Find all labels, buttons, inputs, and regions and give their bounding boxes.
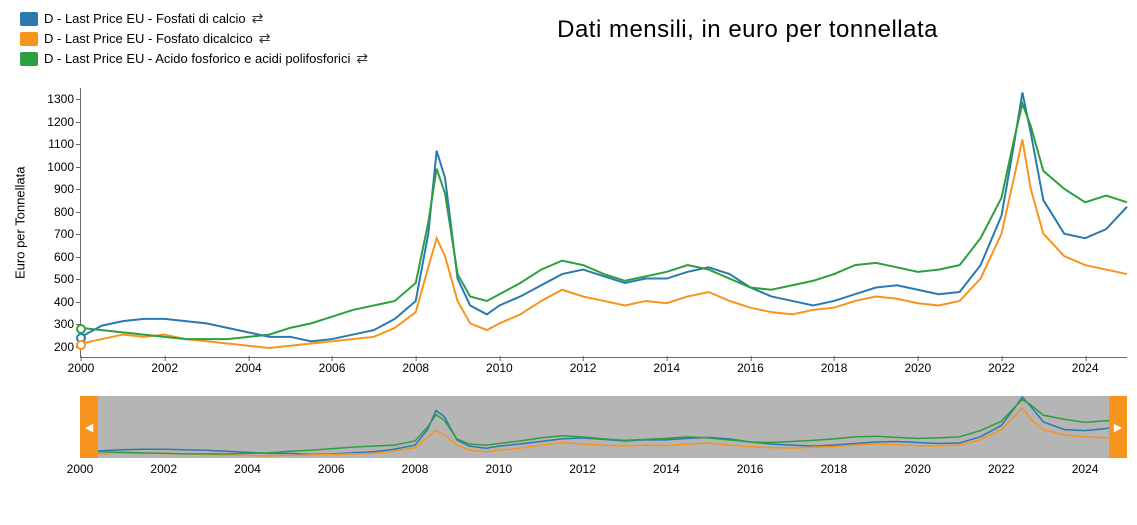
- x-tick: 2016: [737, 361, 764, 375]
- x-tick: 2024: [1072, 361, 1099, 375]
- x-tick: 2022: [988, 361, 1015, 375]
- y-tick: 300: [54, 317, 74, 331]
- series-start-marker: [76, 340, 86, 350]
- legend-item-1[interactable]: D - Last Price EU - Fosfato dicalcico ⇄: [20, 30, 368, 47]
- swap-icon[interactable]: ⇄: [252, 10, 264, 27]
- y-tick: 1100: [48, 137, 74, 151]
- series-line: [81, 104, 1127, 339]
- x-axis: 2000200220042006200820102012201420162018…: [81, 359, 1127, 379]
- x-tick: 2012: [570, 361, 597, 375]
- y-tick: 1000: [47, 160, 74, 174]
- legend-swatch-icon: [20, 32, 38, 46]
- legend-item-0[interactable]: D - Last Price EU - Fosfati di calcio ⇄: [20, 10, 368, 27]
- y-tick: 400: [54, 295, 74, 309]
- plot-area[interactable]: 2000200220042006200820102012201420162018…: [80, 88, 1127, 358]
- legend-swatch-icon: [20, 12, 38, 26]
- chart-title: Dati mensili, in euro per tonnellata: [368, 10, 1127, 44]
- y-tick: 800: [54, 205, 74, 219]
- main-chart: Euro per Tonnellata 200 300 400 500 600 700 80…: [10, 88, 1127, 358]
- range-handle-right[interactable]: ▶: [1109, 396, 1127, 458]
- x-tick: 2018: [821, 361, 848, 375]
- y-axis: 200 300 400 500 600 700 800 900 1000 1100 1200 1300: [30, 88, 80, 358]
- legend-item-2[interactable]: D - Last Price EU - Acido fosforico e ac…: [20, 50, 368, 67]
- series-line: [81, 140, 1127, 348]
- y-tick: 600: [54, 250, 74, 264]
- legend-label: D - Last Price EU - Fosfati di calcio: [44, 11, 246, 26]
- triangle-right-icon: ▶: [1114, 421, 1122, 434]
- x-tick: 2000: [68, 361, 95, 375]
- y-tick: 1200: [47, 115, 74, 129]
- mini-x-tick: 2006: [318, 462, 345, 476]
- y-tick: 500: [54, 272, 74, 286]
- mini-x-tick: 2012: [569, 462, 596, 476]
- series-start-marker: [76, 324, 86, 334]
- swap-icon[interactable]: ⇄: [259, 30, 271, 47]
- x-tick: 2014: [653, 361, 680, 375]
- y-tick: 900: [54, 182, 74, 196]
- legend-swatch-icon: [20, 52, 38, 66]
- legend: D - Last Price EU - Fosfati di calcio⇄D …: [10, 10, 368, 70]
- x-tick: 2008: [402, 361, 429, 375]
- series-line: [81, 92, 1127, 341]
- mini-x-tick: 2016: [737, 462, 764, 476]
- triangle-left-icon: ◀: [85, 421, 93, 434]
- series-lines: [81, 88, 1127, 357]
- legend-label: D - Last Price EU - Fosfato dicalcico: [44, 31, 253, 46]
- mini-x-tick: 2018: [820, 462, 847, 476]
- mini-x-tick: 2002: [150, 462, 177, 476]
- header: D - Last Price EU - Fosfati di calcio⇄D …: [10, 10, 1127, 70]
- legend-label: D - Last Price EU - Acido fosforico e ac…: [44, 51, 350, 66]
- mini-x-tick: 2000: [67, 462, 94, 476]
- mini-x-tick: 2004: [234, 462, 261, 476]
- x-tick: 2002: [151, 361, 178, 375]
- x-tick: 2010: [486, 361, 513, 375]
- range-handle-left[interactable]: ◀: [80, 396, 98, 458]
- mini-x-tick: 2014: [653, 462, 680, 476]
- mini-x-tick: 2008: [402, 462, 429, 476]
- y-tick: 200: [54, 340, 74, 354]
- range-selector[interactable]: ◀ ▶ 200020022004200620082010201220142016…: [80, 396, 1127, 458]
- y-tick: 700: [54, 227, 74, 241]
- mini-lines: [80, 396, 1127, 458]
- mini-x-tick: 2024: [1072, 462, 1099, 476]
- x-tick: 2006: [319, 361, 346, 375]
- mini-x-axis: 2000200220042006200820102012201420162018…: [80, 460, 1127, 478]
- mini-x-tick: 2022: [988, 462, 1015, 476]
- y-tick: 1300: [47, 92, 74, 106]
- mini-x-tick: 2010: [485, 462, 512, 476]
- y-axis-label: Euro per Tonnellata: [10, 88, 30, 358]
- mini-plot[interactable]: [80, 396, 1127, 458]
- x-tick: 2020: [904, 361, 931, 375]
- chart-container: D - Last Price EU - Fosfati di calcio⇄D …: [10, 10, 1127, 458]
- swap-icon[interactable]: ⇄: [356, 50, 368, 67]
- x-tick: 2004: [235, 361, 262, 375]
- mini-x-tick: 2020: [904, 462, 931, 476]
